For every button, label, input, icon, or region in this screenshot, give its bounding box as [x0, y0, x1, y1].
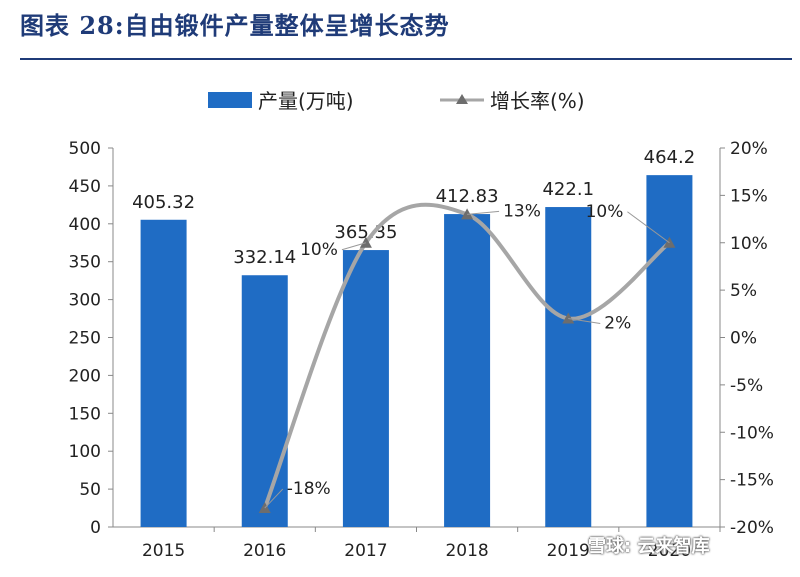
- y-tick-right-label: 20%: [730, 139, 768, 159]
- growth-value-label: -18%: [287, 479, 331, 499]
- growth-value-label: 2%: [604, 314, 631, 334]
- y-tick-left-label: 50: [79, 480, 101, 500]
- x-tick-label: 2018: [445, 541, 488, 561]
- legend-bar-swatch: [208, 92, 252, 108]
- bar-value-label: 412.83: [436, 186, 499, 207]
- y-tick-left-label: 150: [69, 404, 101, 424]
- chart-title: 图表 28:自由锻件产量整体呈增长态势: [20, 11, 450, 40]
- y-tick-left-label: 400: [69, 215, 101, 235]
- y-tick-right-label: 15%: [730, 186, 768, 206]
- y-tick-right-label: 0%: [730, 329, 757, 349]
- bar-value-label: 464.2: [644, 147, 696, 168]
- y-tick-right-label: -10%: [730, 423, 774, 443]
- bar: [241, 275, 288, 527]
- growth-line: [262, 202, 671, 509]
- bar: [444, 214, 491, 527]
- bar: [545, 207, 592, 527]
- bar-value-label: 405.32: [132, 192, 195, 213]
- y-tick-right-label: 10%: [730, 234, 768, 254]
- y-tick-left-label: 250: [69, 329, 101, 349]
- growth-value-label: 10%: [586, 202, 624, 222]
- legend-bar-label: 产量(万吨): [258, 89, 354, 113]
- y-tick-left-label: 200: [69, 366, 101, 386]
- y-tick-left-label: 500: [69, 139, 101, 159]
- bar: [140, 219, 187, 527]
- y-tick-left-label: 100: [69, 442, 101, 462]
- y-tick-right-label: -20%: [730, 518, 774, 538]
- y-tick-right-label: -5%: [730, 376, 763, 396]
- label-leader-line: [568, 318, 601, 325]
- legend: 产量(万吨) 增长率(%): [208, 89, 585, 113]
- growth-marker: [562, 312, 575, 324]
- y-tick-left-label: 350: [69, 253, 101, 273]
- y-tick-left-label: 450: [69, 177, 101, 197]
- legend-line-label: 增长率(%): [490, 89, 585, 113]
- y-tick-right-label: -15%: [730, 471, 774, 491]
- y-tick-right-label: 5%: [730, 281, 757, 301]
- title-rule: [20, 58, 792, 60]
- legend-line-marker: [456, 94, 468, 104]
- growth-value-label: 10%: [300, 240, 338, 260]
- growth-value-label: 13%: [503, 201, 541, 221]
- bar-value-label: 365.35: [334, 222, 397, 243]
- x-tick-label: 2019: [547, 541, 590, 561]
- y-tick-left-label: 300: [69, 291, 101, 311]
- label-leader-line: [341, 242, 367, 251]
- x-tick-label: 2017: [344, 541, 387, 561]
- bar: [342, 250, 389, 527]
- x-tick-label: 2016: [243, 541, 286, 561]
- label-leader-line: [627, 211, 670, 244]
- bar: [646, 175, 693, 527]
- y-tick-left-label: 0: [90, 518, 101, 538]
- x-tick-label: 2015: [142, 541, 185, 561]
- bar-value-label: 332.14: [233, 247, 296, 268]
- x-tick-label: 2020: [648, 541, 691, 561]
- bar-value-label: 422.1: [542, 179, 594, 200]
- watermark: 雪球: 云来智库: [588, 536, 710, 557]
- label-leader-line: [467, 210, 500, 215]
- label-leader-line: [264, 488, 284, 509]
- growth-marker: [359, 236, 372, 248]
